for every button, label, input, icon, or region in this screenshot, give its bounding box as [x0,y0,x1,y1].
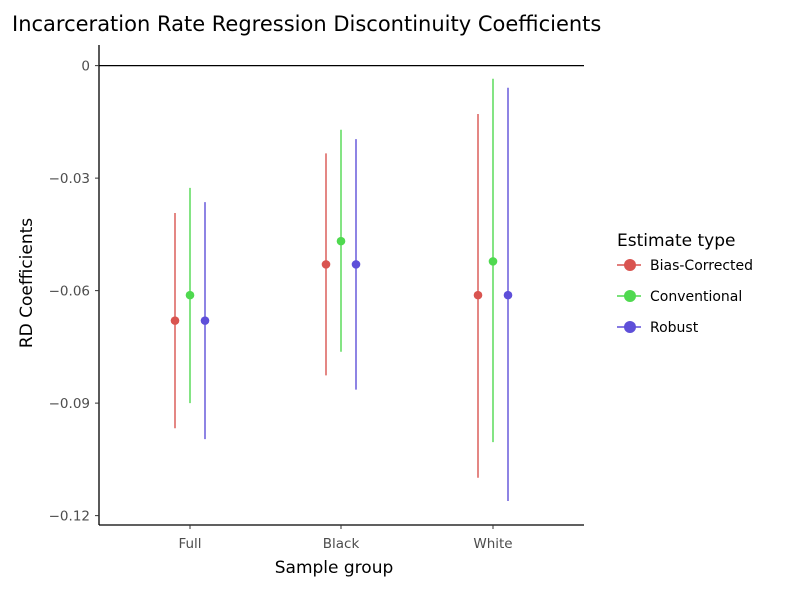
legend-key-point-conventional [624,290,636,302]
y-tick-label: −0.06 [49,284,90,300]
x-tick-label: Full [178,536,201,552]
legend-label-bias-corrected: Bias-Corrected [650,258,753,274]
point-bias-corrected [321,260,331,269]
y-tick-label: −0.12 [49,509,90,525]
y-axis-title: RD Coefficients [17,218,37,348]
legend-label-conventional: Conventional [650,289,742,305]
x-tick-label: White [473,536,512,552]
legend-label-robust: Robust [650,320,699,336]
legend-key-point-robust [624,321,636,333]
point-conventional [488,257,498,266]
x-tick-label: Black [323,536,360,552]
plot-area: 0 −0.03 −0.06 −0.09 −0.12 Full Black White [49,45,584,552]
x-axis-title: Sample group [275,558,394,578]
y-tick-label: −0.03 [49,171,90,187]
point-robust [200,316,210,325]
chart-title: Incarceration Rate Regression Discontinu… [12,12,601,36]
legend-key-point-bias-corrected [624,259,636,271]
point-bias-corrected [473,290,483,300]
point-conventional [185,290,195,300]
legend-title: Estimate type [617,231,735,251]
y-tick-label: 0 [81,59,90,75]
legend: Estimate type Bias-Corrected Conventional… [617,231,753,336]
point-conventional [336,236,346,246]
y-tick-label: −0.09 [49,396,90,412]
point-bias-corrected [170,316,180,325]
point-robust [503,290,513,300]
point-robust [351,260,361,269]
